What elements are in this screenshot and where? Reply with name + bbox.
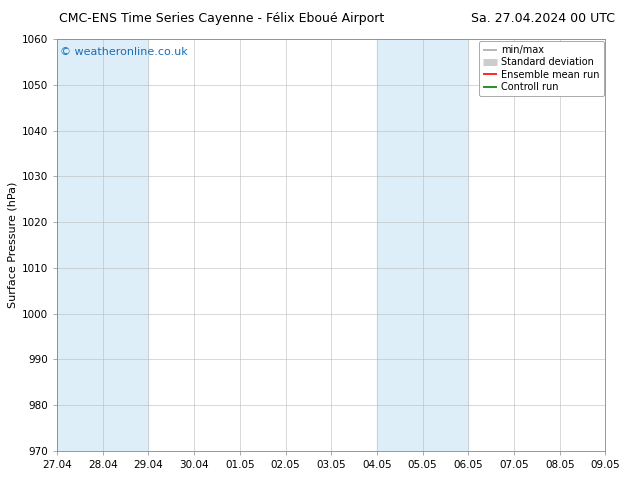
Legend: min/max, Standard deviation, Ensemble mean run, Controll run: min/max, Standard deviation, Ensemble me… <box>479 41 604 96</box>
Bar <box>377 39 423 451</box>
Text: Sa. 27.04.2024 00 UTC: Sa. 27.04.2024 00 UTC <box>471 12 615 25</box>
Text: © weatheronline.co.uk: © weatheronline.co.uk <box>60 48 188 57</box>
Text: CMC-ENS Time Series Cayenne - Félix Eboué Airport: CMC-ENS Time Series Cayenne - Félix Ebou… <box>59 12 385 25</box>
Y-axis label: Surface Pressure (hPa): Surface Pressure (hPa) <box>8 182 18 308</box>
Bar <box>57 39 103 451</box>
Bar <box>103 39 148 451</box>
Bar <box>423 39 469 451</box>
